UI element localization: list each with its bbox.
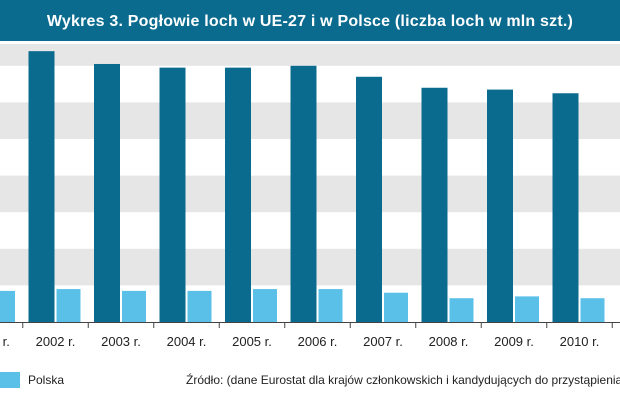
x-tick-label: 2004 r. [167, 334, 207, 349]
bar-polska [449, 298, 474, 322]
bar-eu27 [552, 93, 579, 322]
x-tick-label: 2002 r. [36, 334, 76, 349]
x-axis [0, 322, 620, 328]
bar-eu27 [159, 67, 186, 322]
x-tick-label: 2001 r. [0, 334, 10, 349]
x-tick-label: 2010 r. [560, 334, 600, 349]
bar-eu27 [225, 67, 251, 322]
bars-group [0, 51, 605, 323]
bar-eu27 [421, 87, 448, 322]
x-tick-label: 2009 r. [494, 334, 534, 349]
x-tick-labels: 2001 r. 2002 r. 2003 r. 2004 r. 2005 r. 2006 … [0, 334, 599, 349]
chart-title: Wykres 3. Pogłowie loch w UE-27 i w Pols… [46, 13, 574, 30]
legend-swatch-polska [0, 372, 20, 388]
bar-polska [580, 298, 605, 322]
source-note: Źródło: (dane Eurostat dla krajów członk… [186, 373, 620, 387]
bar-eu27 [290, 65, 317, 323]
bar-polska [515, 296, 539, 322]
chart-title-bar: Wykres 3. Pogłowie loch w UE-27 i w Pols… [0, 0, 620, 44]
bar-eu27 [356, 76, 382, 322]
x-tick-label: 2008 r. [429, 334, 469, 349]
x-tick-label: 2003 r. [101, 334, 141, 349]
bar-polska [253, 289, 277, 322]
bar-chart: 2001 r. 2002 r. 2003 r. 2004 r. 2005 r. 2006 … [0, 44, 620, 349]
bar-eu27 [487, 89, 513, 322]
x-tick-label: 2007 r. [363, 334, 403, 349]
bar-polska [384, 292, 408, 322]
grid-band [0, 44, 620, 66]
bar-eu27 [94, 63, 120, 322]
x-tick-label: 2005 r. [232, 334, 272, 349]
bar-polska [0, 290, 15, 322]
legend-label-polska: Polska [28, 373, 65, 387]
x-tick-label: 2006 r. [298, 334, 338, 349]
bar-polska [187, 290, 212, 322]
bar-eu27 [28, 51, 55, 322]
bar-polska [318, 289, 343, 322]
bar-polska [122, 290, 146, 322]
bar-polska [56, 289, 81, 322]
